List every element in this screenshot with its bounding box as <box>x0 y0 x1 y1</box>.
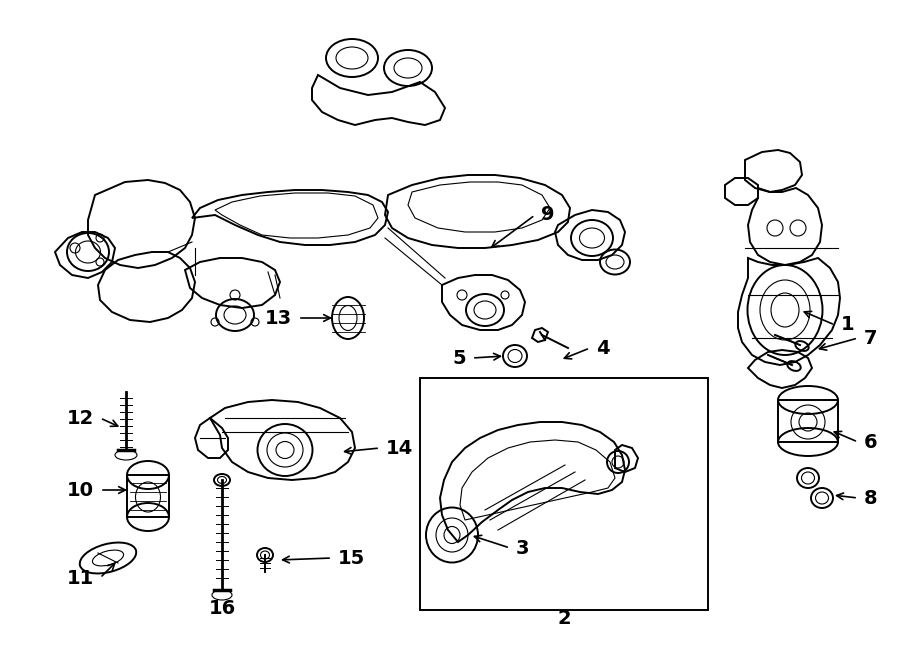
Text: 4: 4 <box>596 338 609 358</box>
Text: 16: 16 <box>209 598 236 617</box>
Text: 9: 9 <box>541 206 554 225</box>
Text: 2: 2 <box>557 609 571 627</box>
Text: 10: 10 <box>67 481 94 500</box>
Bar <box>420 378 708 610</box>
Text: 13: 13 <box>265 309 292 327</box>
Text: 8: 8 <box>864 488 878 508</box>
Text: 1: 1 <box>841 315 855 334</box>
Bar <box>127 475 169 517</box>
Bar <box>778 400 838 442</box>
Text: 5: 5 <box>453 348 466 368</box>
Text: 11: 11 <box>67 568 94 588</box>
Text: 7: 7 <box>864 329 878 348</box>
Text: 15: 15 <box>338 549 365 568</box>
Text: 6: 6 <box>864 432 878 451</box>
Text: 3: 3 <box>516 539 529 557</box>
Text: 14: 14 <box>386 438 413 457</box>
Text: 12: 12 <box>67 408 94 428</box>
